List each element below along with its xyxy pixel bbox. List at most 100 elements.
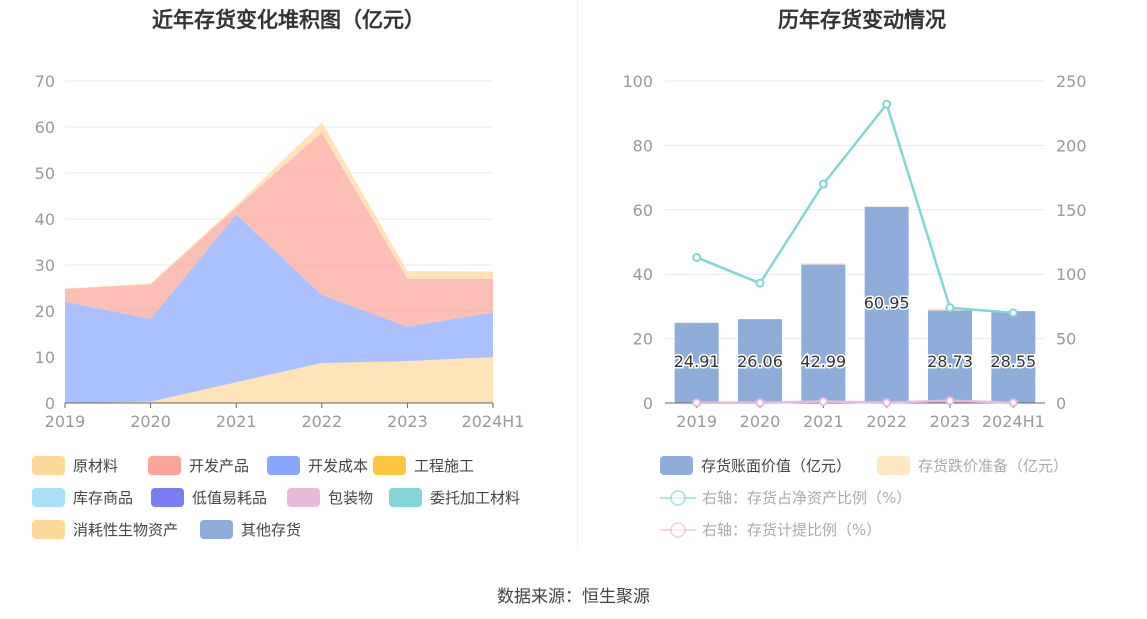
line-point [755, 278, 765, 288]
legend-item[interactable]: 右轴：存货计提比例（%） [660, 519, 881, 540]
y2-tick-label: 200 [1056, 136, 1087, 155]
legend-item[interactable]: 消耗性生物资产 [32, 519, 178, 540]
line-point [882, 398, 892, 408]
x-tick-label: 2020 [740, 412, 781, 431]
bar-book-value [801, 264, 846, 403]
legend-swatch-icon [148, 456, 181, 475]
legend-swatch-icon [287, 488, 320, 507]
legend-item[interactable]: 存货账面价值（亿元） [660, 455, 851, 476]
y-tick-label: 60 [35, 118, 55, 137]
bar-data-label: 60.95 [864, 294, 910, 313]
legend-swatch-icon [32, 456, 65, 475]
left-chart-title: 近年存货变化堆积图（亿元） [152, 8, 425, 32]
bar-book-value [674, 322, 719, 403]
y-tick-label: 50 [35, 164, 55, 183]
bar-impairment [801, 262, 846, 265]
y-tick-label: 40 [633, 265, 653, 284]
legend-label: 存货跌价准备（亿元） [918, 457, 1069, 475]
legend-label: 委托加工材料 [430, 489, 521, 507]
legend-item[interactable]: 原材料 [32, 455, 118, 476]
bar-book-value [864, 206, 909, 403]
legend-label: 存货账面价值（亿元） [701, 457, 852, 475]
legend-item[interactable]: 开发成本 [267, 455, 368, 476]
legend-label: 包装物 [328, 489, 374, 507]
bar-data-label: 28.55 [990, 352, 1036, 371]
legend-swatch-icon [200, 520, 233, 539]
bar-book-value [928, 310, 972, 403]
bar-book-value [738, 319, 782, 403]
y2-tick-label: 150 [1056, 201, 1087, 220]
legend-label: 库存商品 [73, 489, 134, 507]
bar-data-label: 42.99 [800, 352, 846, 371]
y-tick-label: 100 [622, 72, 653, 91]
x-tick-label: 2022 [866, 412, 907, 431]
line-point [945, 396, 955, 406]
legend-label: 消耗性生物资产 [73, 521, 179, 539]
bar-data-label: 28.73 [927, 352, 973, 371]
y-tick-label: 80 [633, 136, 653, 155]
legend-item[interactable]: 开发产品 [148, 455, 249, 476]
legend-item[interactable]: 存货跌价准备（亿元） [877, 455, 1068, 476]
line-point [945, 303, 955, 313]
legend-swatch-icon [877, 456, 910, 475]
x-tick-label: 2023 [930, 412, 971, 431]
legend-item[interactable]: 低值易耗品 [151, 487, 267, 508]
legend-item[interactable]: 其他存货 [200, 519, 301, 540]
legend-item[interactable]: 工程施工 [373, 455, 474, 476]
legend-swatch-icon [267, 456, 300, 475]
x-tick-label: 2022 [301, 412, 342, 431]
line-point [818, 396, 828, 406]
legend-item[interactable]: 委托加工材料 [389, 487, 520, 508]
area-原材料 [65, 357, 493, 403]
legend-swatch-icon [660, 520, 696, 540]
line-point [1008, 398, 1018, 408]
legend-item[interactable]: 右轴：存货占净资产比例（%） [660, 487, 911, 508]
legend-swatch-icon [32, 488, 65, 507]
y-tick-label: 20 [633, 330, 653, 349]
y2-tick-label: 100 [1056, 265, 1087, 284]
bar-book-value [991, 311, 1036, 403]
x-tick-label: 2021 [803, 412, 844, 431]
legend-swatch-icon [660, 488, 696, 508]
legend-label: 开发产品 [189, 457, 250, 475]
line-point [818, 179, 828, 189]
legend-label: 右轴：存货占净资产比例（%） [702, 489, 912, 507]
line-point [755, 398, 765, 408]
y2-tick-label: 50 [1056, 330, 1076, 349]
x-tick-label: 2019 [676, 412, 717, 431]
x-tick-label: 2023 [387, 412, 428, 431]
line-point [692, 252, 702, 262]
legend-swatch-icon [373, 456, 406, 475]
y-tick-label: 0 [45, 394, 55, 413]
legend-item[interactable]: 包装物 [287, 487, 373, 508]
y-tick-label: 40 [35, 210, 55, 229]
legend-label: 低值易耗品 [192, 489, 268, 507]
y-tick-label: 30 [35, 256, 55, 275]
legend-label: 工程施工 [414, 457, 475, 475]
x-tick-label: 2019 [45, 412, 86, 431]
line-point [1008, 308, 1018, 318]
legend-swatch-icon [151, 488, 184, 507]
legend-swatch-icon [32, 520, 65, 539]
y-tick-label: 20 [35, 302, 55, 321]
legend-item[interactable]: 库存商品 [32, 487, 133, 508]
area-开发成本 [65, 214, 493, 403]
bar-data-label: 26.06 [737, 352, 783, 371]
y-tick-label: 70 [35, 72, 55, 91]
x-tick-label: 2021 [216, 412, 257, 431]
x-tick-label: 2020 [130, 412, 171, 431]
y-tick-label: 0 [643, 394, 653, 413]
legend-swatch-icon [660, 456, 693, 475]
divider [577, 0, 578, 550]
x-tick-label: 2024H1 [462, 412, 525, 431]
legend-label: 右轴：存货计提比例（%） [702, 521, 882, 539]
legend-label: 其他存货 [241, 521, 302, 539]
legend-label: 原材料 [73, 457, 119, 475]
area-开发产品 [65, 132, 493, 327]
right-chart-title: 历年存货变动情况 [778, 8, 946, 32]
data-source: 数据来源：恒生聚源 [497, 587, 650, 607]
legend-label: 开发成本 [308, 457, 369, 475]
legend-swatch-icon [389, 488, 422, 507]
